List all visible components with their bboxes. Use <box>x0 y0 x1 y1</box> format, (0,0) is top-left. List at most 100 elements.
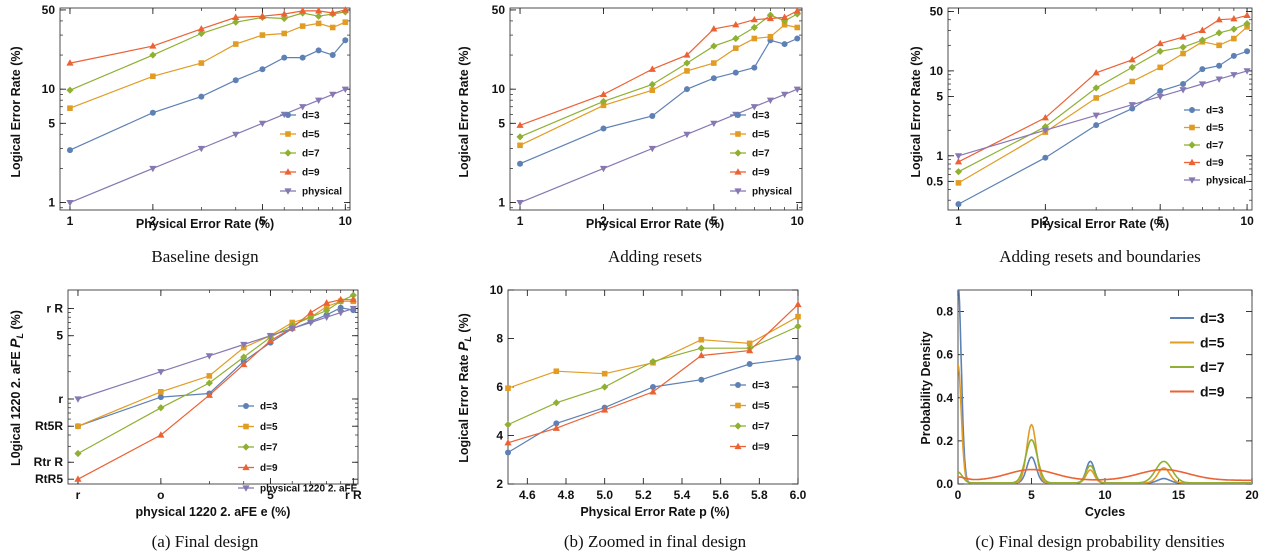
data-point-d-9-0 <box>74 475 82 482</box>
data-point-d-9-7 <box>766 14 775 22</box>
data-point-d-5-legend <box>735 131 741 137</box>
legend-label: d=7 <box>752 422 770 433</box>
data-point-physical-8 <box>1230 72 1238 79</box>
data-point-d-3-6 <box>751 64 758 71</box>
data-point-d-3-9 <box>794 35 801 42</box>
x-tick-label: 1 <box>67 214 74 228</box>
data-point-d-5-1 <box>553 368 560 375</box>
data-point-d-9-6 <box>794 300 802 308</box>
x-tick-label: 4.8 <box>558 488 575 502</box>
data-point-d-9-1 <box>157 431 165 438</box>
plot-area <box>69 9 346 204</box>
data-point-d-5-legend <box>285 131 291 137</box>
data-point-d-3-legend <box>735 112 741 118</box>
data-point-d-9-3 <box>240 360 248 368</box>
series-line-d-3 <box>519 37 798 165</box>
data-point-d-3-3 <box>650 384 656 390</box>
legend-label: d=5 <box>1206 123 1224 134</box>
data-point-d-3-5 <box>732 69 739 76</box>
data-point-d-9-9 <box>349 295 357 303</box>
data-point-d-3-8 <box>329 52 336 59</box>
data-point-d-3-8 <box>781 41 788 48</box>
plot-area <box>958 290 1252 484</box>
data-point-d-3-3 <box>232 77 239 84</box>
data-point-physical-2 <box>1092 112 1100 120</box>
series-line-d-5 <box>69 21 346 109</box>
data-point-d-3-1 <box>149 109 156 116</box>
y-tick-label: 1 <box>498 196 505 210</box>
data-point-d-5-legend <box>1189 124 1195 131</box>
data-point-d-5-legend <box>243 423 249 430</box>
data-point-d-5-2 <box>1093 95 1099 101</box>
x-tick-label: 5.6 <box>712 488 729 502</box>
y-tick-label: 10 <box>42 82 56 96</box>
data-point-d-7-6 <box>794 322 802 330</box>
legend-label: d=3 <box>1206 106 1224 117</box>
data-point-d-7-legend <box>1188 141 1196 149</box>
data-point-d-7-5 <box>732 34 740 43</box>
series-line-d-5 <box>958 364 1252 484</box>
y-tick-label: 10 <box>490 283 504 297</box>
y-tick-label: 50 <box>42 3 56 17</box>
data-point-d-7-3 <box>232 18 240 26</box>
data-point-d-7-9 <box>1243 20 1251 28</box>
y-tick-label: 0.8 <box>936 305 953 319</box>
data-point-d-3-4 <box>1157 87 1164 94</box>
data-point-d-5-8 <box>1231 35 1237 42</box>
data-point-d-7-0 <box>504 420 512 429</box>
legend-label: d=5 <box>752 130 770 141</box>
marker-layer <box>954 11 1251 208</box>
data-point-d-7-2 <box>648 80 656 89</box>
x-tick-label: 5.4 <box>674 488 691 502</box>
series-line-d-3 <box>69 39 346 151</box>
chart-panel-6: 0 5 10 15 20 0.0 0.2 0.4 0.6 0.8 Cycles Probability… <box>919 289 1259 551</box>
data-point-d-3-1 <box>600 125 607 132</box>
series-line-physical <box>519 88 798 204</box>
y-tick-label: 0.2 <box>936 434 953 448</box>
data-point-d-9-legend <box>1188 158 1196 166</box>
figure-caption: (b) Zoomed in final design <box>564 532 747 551</box>
data-point-d-3-legend <box>243 403 249 409</box>
data-point-d-3-2 <box>649 113 656 120</box>
data-point-d-5-9 <box>794 24 801 31</box>
data-point-d-5-4 <box>711 60 717 66</box>
data-point-physical-1220-2-afe-6 <box>307 319 315 327</box>
data-point-d-5-1 <box>150 73 156 80</box>
y-tick-label: 0.5 <box>926 174 943 188</box>
x-tick-label: 10 <box>1098 488 1112 502</box>
data-point-d-9-0 <box>66 59 74 66</box>
x-tick-label: o <box>157 488 164 502</box>
x-tick-label: 10 <box>339 214 353 228</box>
data-point-d-9-4 <box>710 25 718 32</box>
y-tick-label: 0.0 <box>936 477 953 491</box>
data-point-physical-1220-2-afe-8 <box>337 310 345 317</box>
data-point-d-7-0 <box>516 133 524 141</box>
data-point-d-5-0 <box>67 105 73 111</box>
chart-panel-3: 1 2 5 10 0.5 1 5 10 50 Physical Error Rate (%) Log… <box>909 5 1254 266</box>
legend-label: d=7 <box>752 149 770 160</box>
y-tick-label: 4 <box>496 429 503 443</box>
data-point-d-3-3 <box>1129 105 1136 112</box>
legend-label: d=9 <box>752 168 770 179</box>
data-point-d-9-6 <box>299 7 307 14</box>
data-point-d-3-6 <box>1199 66 1206 73</box>
data-point-d-9-legend <box>242 463 250 471</box>
x-tick-label: 5 <box>259 214 266 228</box>
x-tick-label: 2 <box>150 214 157 228</box>
data-point-d-9-5 <box>732 20 740 28</box>
marker-layer <box>504 300 802 456</box>
data-point-d-7-7 <box>1215 29 1223 37</box>
plot-area <box>77 294 354 480</box>
data-point-d-5-0 <box>955 180 962 186</box>
data-point-physical-1220-2-afe-3 <box>240 341 248 349</box>
data-point-d-9-9 <box>1243 11 1251 19</box>
legend: d=3 d=5 d=7 d=9 <box>1170 310 1225 400</box>
data-point-d-3-legend <box>1189 107 1195 113</box>
y-axis-label: Logical Error Rate (%) <box>457 46 471 177</box>
figure-caption: (c) Final design probability densities <box>975 532 1224 551</box>
data-point-physical-9 <box>1243 68 1251 75</box>
data-point-d-3-6 <box>795 354 801 361</box>
x-tick-label: 20 <box>1245 488 1259 502</box>
data-point-physical-1220-2-afe-legend <box>242 485 250 492</box>
